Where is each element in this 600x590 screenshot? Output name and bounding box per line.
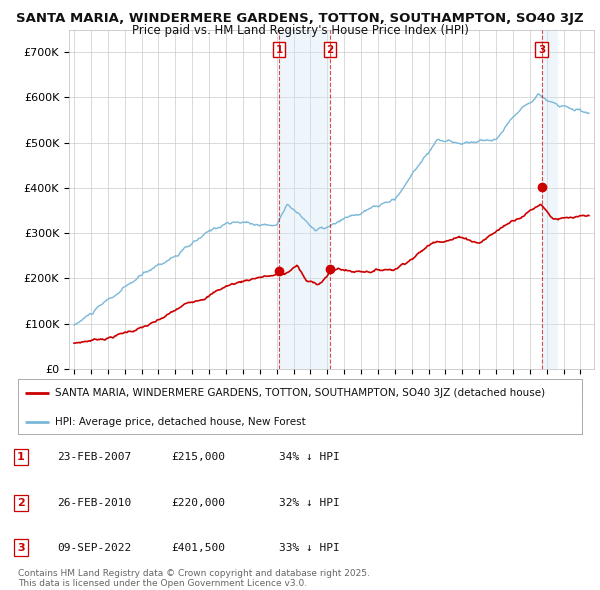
Text: SANTA MARIA, WINDERMERE GARDENS, TOTTON, SOUTHAMPTON, SO40 3JZ: SANTA MARIA, WINDERMERE GARDENS, TOTTON,… (16, 12, 584, 25)
Text: 34% ↓ HPI: 34% ↓ HPI (279, 453, 340, 462)
Bar (542, 30, 559, 369)
Text: 09-SEP-2022: 09-SEP-2022 (57, 543, 131, 552)
Text: 23-FEB-2007: 23-FEB-2007 (57, 453, 131, 462)
Text: 1: 1 (17, 453, 25, 462)
Text: 2: 2 (326, 45, 334, 55)
Text: 33% ↓ HPI: 33% ↓ HPI (279, 543, 340, 552)
Text: £215,000: £215,000 (171, 453, 225, 462)
Text: £220,000: £220,000 (171, 498, 225, 507)
Text: Price paid vs. HM Land Registry's House Price Index (HPI): Price paid vs. HM Land Registry's House … (131, 24, 469, 37)
Text: 1: 1 (275, 45, 283, 55)
Text: 2: 2 (17, 498, 25, 507)
Text: HPI: Average price, detached house, New Forest: HPI: Average price, detached house, New … (55, 417, 305, 427)
Text: 26-FEB-2010: 26-FEB-2010 (57, 498, 131, 507)
Text: SANTA MARIA, WINDERMERE GARDENS, TOTTON, SOUTHAMPTON, SO40 3JZ (detached house): SANTA MARIA, WINDERMERE GARDENS, TOTTON,… (55, 388, 545, 398)
Text: Contains HM Land Registry data © Crown copyright and database right 2025.
This d: Contains HM Land Registry data © Crown c… (18, 569, 370, 588)
Text: 3: 3 (17, 543, 25, 552)
Bar (279, 30, 330, 369)
Text: £401,500: £401,500 (171, 543, 225, 552)
Text: 32% ↓ HPI: 32% ↓ HPI (279, 498, 340, 507)
Text: 3: 3 (538, 45, 545, 55)
